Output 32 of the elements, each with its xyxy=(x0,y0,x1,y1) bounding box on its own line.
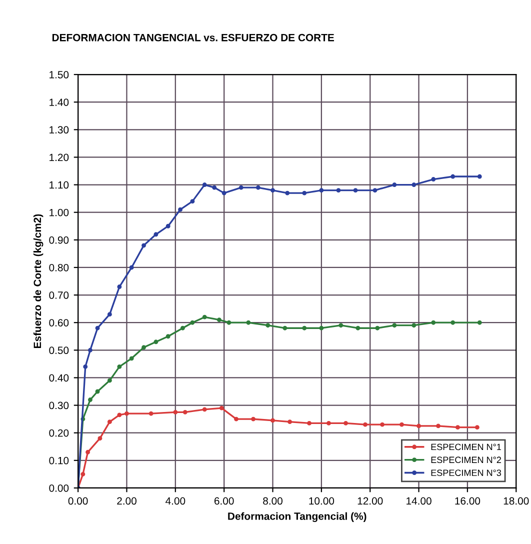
legend-label: ESPECIMEN N°1 xyxy=(431,444,501,450)
y-tick-label: 0.40 xyxy=(49,374,69,382)
legend-label: ESPECIMEN N°3 xyxy=(431,470,502,476)
y-axis-title: Esfuerzo de Corte (kg/cm2) xyxy=(33,214,44,348)
x-axis-title: Deformacion Tangencial (%) xyxy=(228,512,366,522)
y-tick-label: 1.40 xyxy=(50,98,69,106)
x-tick-label: 2.00 xyxy=(117,497,136,505)
y-tick-label: 0.30 xyxy=(49,402,69,410)
x-tick-label: 12.00 xyxy=(358,497,383,505)
y-tick-label: 0.70 xyxy=(49,292,69,299)
y-tick-label: 1.30 xyxy=(50,126,69,134)
y-tick-label: 0.50 xyxy=(49,346,69,354)
y-tick-label: 1.20 xyxy=(50,154,69,162)
y-tick-label: 1.10 xyxy=(50,181,69,189)
legend-label: ESPECIMEN N°2 xyxy=(431,456,501,464)
x-tick-label: 16.00 xyxy=(455,497,480,505)
x-tick-label: 8.00 xyxy=(263,497,282,505)
y-tick-label: 0.90 xyxy=(49,236,69,244)
y-tick-label: 0.80 xyxy=(49,264,69,272)
x-tick-label: 0.00 xyxy=(68,497,88,505)
y-tick-label: 1.00 xyxy=(50,208,69,216)
x-tick-label: 10.00 xyxy=(309,497,334,505)
x-tick-label: 4.00 xyxy=(166,497,186,505)
chart-title: DEFORMACION TANGENCIAL vs. ESFUERZO DE CORTE xyxy=(52,34,334,42)
x-tick-label: 14.00 xyxy=(406,497,432,505)
y-tick-label: 0.60 xyxy=(49,319,69,326)
x-tick-label: 18.00 xyxy=(504,497,529,505)
x-tick-label: 6.00 xyxy=(214,497,234,505)
y-tick-label: 0.10 xyxy=(49,456,69,464)
y-tick-label: 0.20 xyxy=(49,429,69,437)
y-tick-label: 0.00 xyxy=(49,484,69,492)
y-tick-label: 1.50 xyxy=(50,71,69,78)
